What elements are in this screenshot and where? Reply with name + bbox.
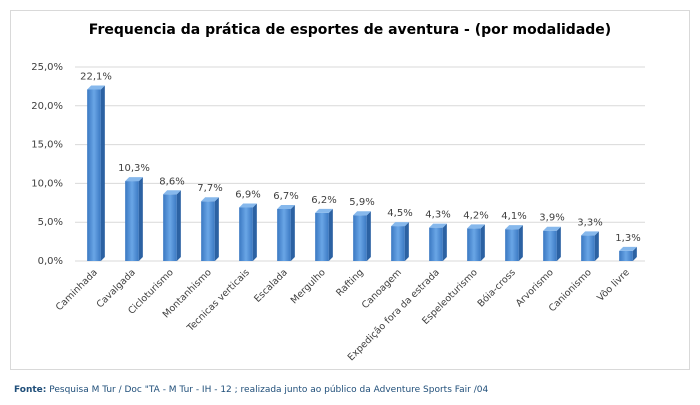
source-text: Pesquisa M Tur / Doc "TA - M Tur - IH - … [49, 385, 488, 395]
bar [315, 212, 329, 261]
bar [581, 235, 595, 261]
y-tick-label: 25,0% [31, 62, 63, 73]
bar-top [543, 226, 561, 231]
bar-side [290, 205, 295, 261]
bar-top [429, 223, 447, 228]
y-tick-label: 15,0% [31, 140, 63, 151]
bar-side [632, 246, 637, 261]
value-label: 4,5% [387, 208, 412, 219]
bar [467, 228, 481, 261]
value-label: 3,9% [539, 213, 564, 224]
bar [163, 194, 177, 261]
bar [429, 227, 443, 261]
value-label: 6,2% [311, 195, 336, 206]
bar [353, 215, 367, 261]
bar-side [328, 208, 333, 261]
bar [87, 89, 101, 261]
y-tick-label: 20,0% [31, 101, 63, 112]
bar [125, 181, 139, 261]
chart-title: Frequencia da prática de esportes de ave… [89, 22, 611, 38]
bar-top [277, 205, 295, 210]
bar-side [594, 231, 599, 261]
bar [239, 207, 253, 261]
bar-top [87, 85, 105, 90]
bar-side [214, 197, 219, 261]
bar-side [404, 222, 409, 261]
y-tick-label: 0,0% [38, 256, 63, 267]
bar-side [176, 190, 181, 261]
value-label: 5,9% [349, 197, 374, 208]
bar-side [556, 226, 561, 261]
bar-top [239, 203, 257, 208]
bar-top [125, 177, 143, 182]
value-label: 7,7% [197, 183, 222, 194]
bar-top [353, 211, 371, 216]
y-tick-label: 10,0% [31, 178, 63, 189]
value-label: 4,3% [425, 210, 450, 221]
value-label: 22,1% [80, 72, 112, 83]
value-label: 6,7% [273, 191, 298, 202]
bar-side [100, 85, 105, 261]
bar [277, 209, 291, 261]
value-label: 8,6% [159, 176, 184, 187]
bar-top [163, 190, 181, 195]
bar-side [366, 211, 371, 261]
bar-top [201, 197, 219, 202]
bar-side [442, 223, 447, 261]
source: Fonte: Pesquisa M Tur / Doc "TA - M Tur … [14, 385, 488, 395]
value-label: 4,2% [463, 210, 488, 221]
bar-top [391, 222, 409, 227]
bar-side [252, 203, 257, 261]
bar [505, 229, 519, 261]
bar-side [138, 177, 143, 261]
bar [543, 230, 557, 261]
y-tick-label: 5,0% [38, 217, 63, 228]
value-label: 10,3% [118, 163, 150, 174]
value-label: 4,1% [501, 211, 526, 222]
source-label: Fonte: [14, 385, 46, 395]
bar-top [581, 231, 599, 236]
bar [201, 201, 215, 261]
bar-top [467, 224, 485, 229]
value-label: 3,3% [577, 217, 602, 228]
bar [619, 250, 633, 261]
bar [391, 226, 405, 261]
bar-side [518, 225, 523, 261]
bar-top [505, 225, 523, 230]
bar-side [480, 224, 485, 261]
value-label: 6,9% [235, 189, 260, 200]
chart-frame [10, 10, 690, 370]
bar-top [315, 208, 333, 213]
value-label: 1,3% [615, 233, 640, 244]
bar-top [619, 246, 637, 251]
